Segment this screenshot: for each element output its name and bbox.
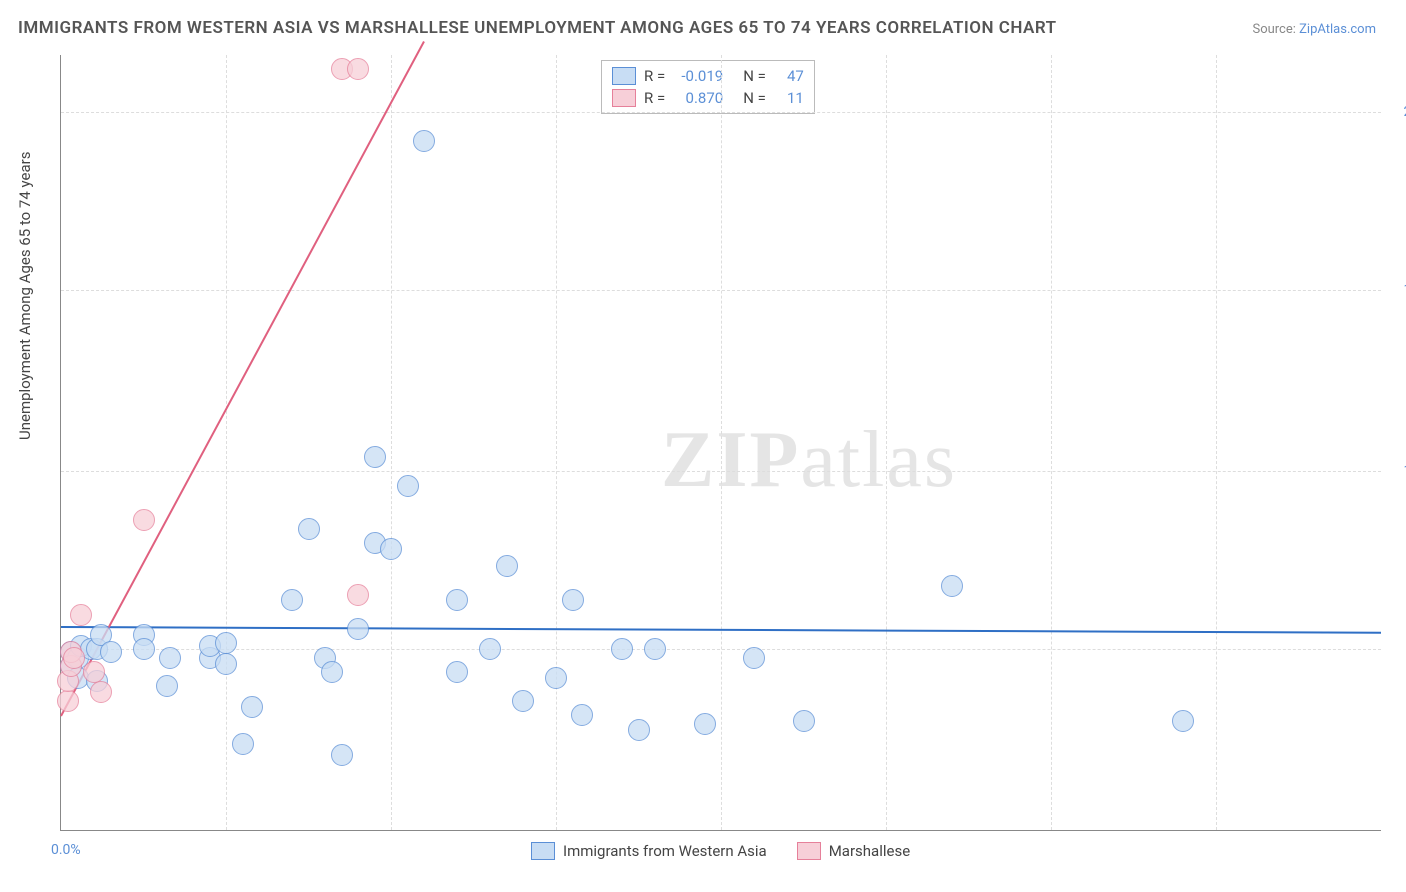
data-point — [70, 604, 92, 626]
series-legend: Immigrants from Western Asia Marshallese — [531, 842, 910, 860]
gridline-v — [391, 55, 392, 830]
data-point — [321, 661, 343, 683]
scatter-plot-area: ZIPatlas R =-0.019N =47R = 0.870N =11 Im… — [60, 55, 1381, 831]
data-point — [57, 690, 79, 712]
legend-item: Immigrants from Western Asia — [531, 842, 767, 860]
data-point — [232, 733, 254, 755]
data-point — [364, 446, 386, 468]
gridline-v — [1051, 55, 1052, 830]
data-point — [571, 704, 593, 726]
source-credit: Source: ZipAtlas.com — [1252, 22, 1376, 37]
n-value: 11 — [774, 89, 804, 107]
trend-line — [60, 41, 425, 716]
gridline-v — [886, 55, 887, 830]
x-axis-max-label: 40.0% — [1391, 842, 1406, 858]
data-point — [397, 475, 419, 497]
y-tick-label: 6.3% — [1386, 641, 1406, 657]
legend-swatch — [797, 842, 821, 860]
gridline-v — [1216, 55, 1217, 830]
legend-swatch — [612, 67, 636, 85]
data-point — [1172, 710, 1194, 732]
data-point — [941, 575, 963, 597]
data-point — [644, 638, 666, 660]
gridline-v — [556, 55, 557, 830]
data-point — [331, 744, 353, 766]
correlation-legend: R = -0.019 N = 47 R = 0.870 N = 11 — [601, 60, 815, 114]
legend-swatch — [531, 842, 555, 860]
data-point — [611, 638, 633, 660]
n-label: N = — [743, 89, 766, 107]
watermark: ZIPatlas — [661, 415, 957, 506]
data-point — [90, 681, 112, 703]
gridline-v — [721, 55, 722, 830]
data-point — [215, 653, 237, 675]
data-point — [479, 638, 501, 660]
source-label: Source: — [1252, 22, 1299, 37]
n-label: N = — [743, 67, 766, 85]
data-point — [562, 589, 584, 611]
data-point — [628, 719, 650, 741]
data-point — [241, 696, 263, 718]
legend-label: Marshallese — [829, 842, 910, 860]
data-point — [413, 130, 435, 152]
x-axis-min-label: 0.0% — [51, 842, 81, 858]
legend-row: R = -0.019 N = 47 — [612, 65, 804, 87]
data-point — [347, 618, 369, 640]
data-point — [347, 584, 369, 606]
gridline-v — [226, 55, 227, 830]
data-point — [545, 667, 567, 689]
data-point — [156, 675, 178, 697]
data-point — [347, 58, 369, 80]
data-point — [380, 538, 402, 560]
r-value: -0.019 — [673, 67, 723, 85]
data-point — [743, 647, 765, 669]
data-point — [446, 661, 468, 683]
r-label: R = — [644, 67, 665, 85]
legend-swatch — [612, 89, 636, 107]
data-point — [133, 638, 155, 660]
data-point — [496, 555, 518, 577]
data-point — [159, 647, 181, 669]
y-tick-label: 12.5% — [1386, 463, 1406, 479]
data-point — [512, 690, 534, 712]
data-point — [793, 710, 815, 732]
data-point — [63, 647, 85, 669]
r-label: R = — [644, 89, 665, 107]
data-point — [298, 518, 320, 540]
chart-title: IMMIGRANTS FROM WESTERN ASIA VS MARSHALL… — [18, 18, 1057, 38]
legend-row: R = 0.870 N = 11 — [612, 87, 804, 109]
n-value: 47 — [774, 67, 804, 85]
y-tick-label: 25.0% — [1386, 104, 1406, 120]
data-point — [446, 589, 468, 611]
y-tick-label: 18.8% — [1386, 282, 1406, 298]
legend-item: Marshallese — [797, 842, 910, 860]
data-point — [694, 713, 716, 735]
data-point — [215, 632, 237, 654]
data-point — [281, 589, 303, 611]
r-value: 0.870 — [673, 89, 723, 107]
source-value: ZipAtlas.com — [1299, 22, 1376, 37]
legend-label: Immigrants from Western Asia — [563, 842, 767, 860]
data-point — [100, 641, 122, 663]
data-point — [83, 661, 105, 683]
y-axis-label: Unemployment Among Ages 65 to 74 years — [16, 152, 34, 440]
data-point — [133, 509, 155, 531]
